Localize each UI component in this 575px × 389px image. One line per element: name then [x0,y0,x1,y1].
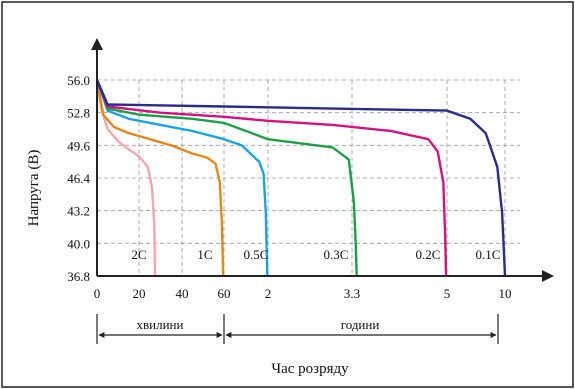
minutes-bracket: хвилини [96,314,225,344]
series-label-2C: 2C [131,247,146,262]
series-line-2C [95,79,157,277]
series-line-0.2C [95,79,448,277]
series-line-0.5C [95,79,269,277]
y-tick-label: 49.6 [67,138,90,153]
y-tick-label: 36.8 [67,269,90,284]
series-line-0.1C [95,79,507,277]
minutes-label: хвилини [137,317,184,332]
y-tick-label: 46.4 [67,171,90,186]
grid [97,79,520,277]
y-tick-label: 56.0 [67,73,90,88]
series-label-0.3C: 0.3C [324,247,349,262]
y-tick-label: 43.2 [67,204,90,219]
x-tick-label: 20 [133,286,146,301]
x-tick-label: 5 [444,286,451,301]
axes [91,38,554,282]
x-tick-label: 0 [94,286,101,301]
y-tick-label: 52.8 [67,106,90,121]
series-label-0.2C: 0.2C [416,247,441,262]
y-axis-title: Напруга (В) [26,150,42,227]
series-label-0.5C: 0.5C [244,247,269,262]
series-line-0.3C [95,79,358,277]
x-tick-label: 40 [176,286,189,301]
y-tick-label: 40.0 [67,236,90,251]
series-layer [95,79,507,277]
x-tick-label: 60 [218,286,231,301]
series-line-1C [95,79,225,277]
x-axis-title: Час розряду [271,361,349,377]
x-tick-label: 3.3 [344,286,360,301]
hours-bracket: години [225,314,499,344]
x-tick-label: 10 [499,286,512,301]
hours-label: години [341,317,380,332]
x-tick-label: 2 [265,286,272,301]
series-labels: 2C 1C 0.5C 0.3C 0.2C 0.1C [131,247,500,262]
series-label-1C: 1C [197,247,212,262]
tick-labels: 56.0 52.8 49.6 46.4 43.2 40.0 36.8 0 20 40 60 2 3.3 5… [67,73,511,301]
series-label-0.1C: 0.1C [476,247,501,262]
